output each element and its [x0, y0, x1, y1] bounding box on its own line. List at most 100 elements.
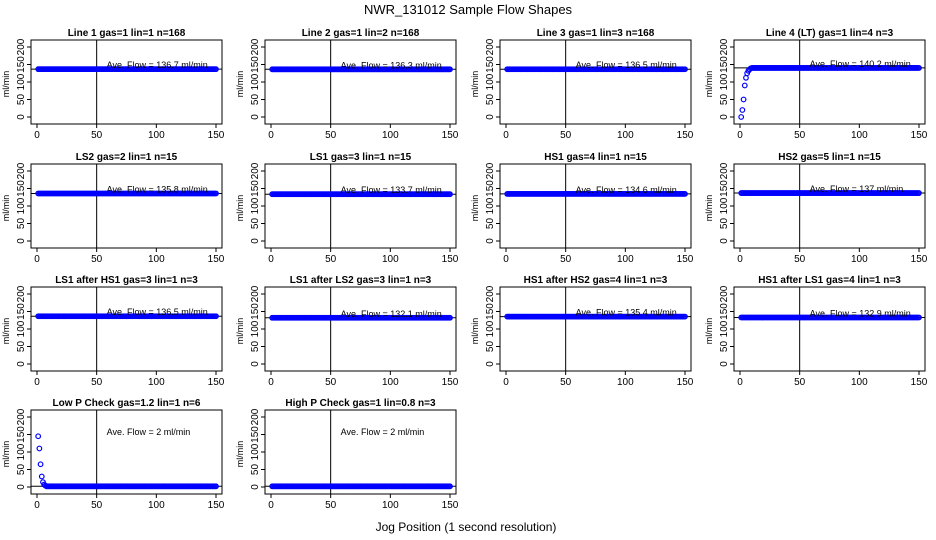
x-tick-label: 50	[794, 377, 806, 388]
x-tick-label: 150	[442, 500, 459, 511]
y-tick-label: 200	[250, 408, 261, 425]
average-flow-annotation: Ave. Flow = 133.7 ml/min	[341, 185, 442, 195]
average-flow-annotation: Ave. Flow = 140.2 ml/min	[810, 59, 911, 69]
data-point	[37, 461, 44, 468]
plot-frame	[733, 39, 926, 125]
plot-frame	[264, 409, 457, 495]
data-point	[447, 314, 453, 321]
y-tick-label: 150	[250, 180, 261, 197]
panel-title: Line 3 gas=1 lin=3 n=168	[537, 28, 655, 39]
data-point	[447, 66, 453, 73]
x-tick-label: 0	[34, 254, 40, 265]
y-axis-label: ml/min	[470, 195, 480, 222]
y-tick-label: 200	[16, 408, 27, 425]
y-tick-label: 200	[719, 162, 730, 179]
data-points	[269, 483, 453, 490]
y-tick-label: 50	[485, 94, 496, 106]
y-tick-label: 0	[250, 361, 261, 367]
data-point	[213, 483, 219, 490]
y-tick-label: 100	[485, 320, 496, 337]
x-tick-label: 0	[34, 377, 40, 388]
average-flow-annotation: Ave. Flow = 134.6 ml/min	[576, 185, 677, 195]
x-tick-label: 0	[268, 500, 274, 511]
data-points	[35, 313, 219, 320]
x-tick-label: 0	[503, 377, 509, 388]
y-tick-label: 150	[250, 303, 261, 320]
y-tick-label: 150	[16, 56, 27, 73]
plot-frame	[499, 286, 692, 372]
average-flow-annotation: Ave. Flow = 132.9 ml/min	[810, 308, 911, 318]
panel-title: LS1 after HS1 gas=3 lin=1 n=3	[55, 275, 198, 286]
x-tick-label: 150	[208, 500, 225, 511]
x-tick-label: 50	[794, 130, 806, 141]
y-tick-label: 150	[16, 180, 27, 197]
data-point	[447, 191, 453, 198]
y-tick-label: 50	[485, 218, 496, 230]
y-axis-label: ml/min	[235, 441, 245, 468]
x-tick-label: 0	[268, 130, 274, 141]
average-flow-annotation: Ave. Flow = 135.8 ml/min	[107, 184, 208, 194]
panel-title: Line 2 gas=1 lin=2 n=168	[302, 28, 420, 39]
data-point	[682, 66, 688, 73]
y-tick-label: 0	[16, 361, 27, 367]
average-flow-annotation: Ave. Flow = 132.1 ml/min	[341, 309, 442, 319]
x-tick-label: 150	[911, 254, 928, 265]
y-tick-label: 50	[719, 218, 730, 230]
panel-title: HS1 after LS1 gas=4 lin=1 n=3	[758, 275, 901, 286]
y-axis-label: ml/min	[470, 71, 480, 98]
y-tick-label: 100	[250, 73, 261, 90]
y-tick-label: 150	[250, 56, 261, 73]
panel-14: High P Check gas=1 lin=0.8 n=3 ml/min 0 50 1…	[235, 398, 459, 511]
x-tick-label: 0	[268, 377, 274, 388]
y-tick-label: 150	[485, 303, 496, 320]
x-tick-label: 150	[911, 377, 928, 388]
panel-13: Low P Check gas=1.2 lin=1 n=6 ml/min 0 50 10…	[1, 398, 225, 511]
y-tick-label: 0	[719, 114, 730, 120]
data-point	[35, 433, 42, 440]
y-tick-label: 100	[16, 320, 27, 337]
average-flow-annotation: Ave. Flow = 136.5 ml/min	[576, 60, 677, 70]
y-tick-label: 200	[719, 38, 730, 55]
panel-12: HS1 after LS1 gas=4 lin=1 n=3 ml/min 0 50 10…	[704, 275, 928, 388]
y-tick-label: 0	[719, 361, 730, 367]
y-tick-label: 50	[250, 94, 261, 106]
y-tick-label: 0	[16, 238, 27, 244]
data-point	[36, 445, 43, 452]
y-tick-label: 150	[485, 180, 496, 197]
y-tick-label: 0	[16, 114, 27, 120]
x-tick-label: 0	[34, 130, 40, 141]
x-tick-label: 150	[208, 130, 225, 141]
data-points	[269, 191, 453, 198]
data-points	[504, 66, 688, 73]
data-points	[738, 65, 922, 120]
data-points	[504, 313, 688, 320]
x-tick-label: 50	[325, 377, 337, 388]
y-tick-label: 50	[16, 218, 27, 230]
y-axis-label: ml/min	[1, 441, 11, 468]
data-point	[741, 82, 748, 89]
data-point	[38, 473, 45, 480]
y-tick-label: 0	[485, 114, 496, 120]
y-tick-label: 50	[250, 464, 261, 476]
y-tick-label: 50	[250, 218, 261, 230]
data-points	[35, 190, 219, 197]
figure-title: NWR_131012 Sample Flow Shapes	[364, 2, 573, 17]
y-tick-label: 200	[16, 162, 27, 179]
x-tick-label: 100	[851, 254, 868, 265]
panel-11: HS1 after HS2 gas=4 lin=1 n=3 ml/min 0 50 10…	[470, 275, 694, 388]
panel-title: Line 1 gas=1 lin=1 n=168	[68, 28, 186, 39]
data-point	[916, 65, 922, 71]
data-point	[743, 74, 749, 81]
panel-title: LS2 gas=2 lin=1 n=15	[76, 152, 178, 163]
plot-frame	[264, 163, 457, 249]
x-tick-label: 0	[34, 500, 40, 511]
y-axis-label: ml/min	[1, 71, 11, 98]
x-tick-label: 100	[382, 377, 399, 388]
plot-frame	[30, 409, 223, 495]
y-axis-label: ml/min	[1, 318, 11, 345]
y-tick-label: 50	[16, 464, 27, 476]
